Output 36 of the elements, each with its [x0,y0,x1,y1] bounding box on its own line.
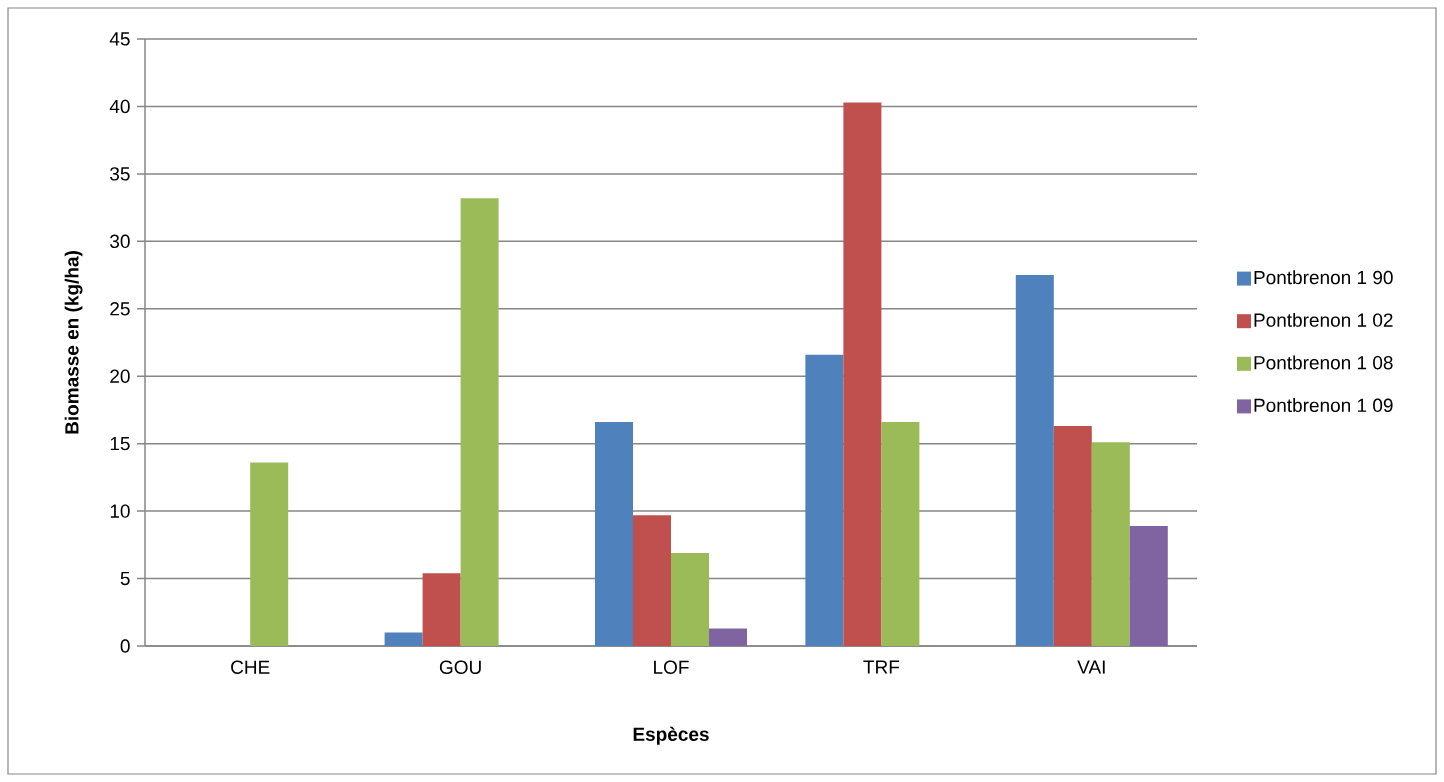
y-tick-label: 0 [120,639,130,653]
legend-label: Pontbrenon 1 02 [1254,312,1393,327]
legend-label: Pontbrenon 1 08 [1254,355,1393,370]
bar [422,573,461,646]
y-tick-label: 15 [110,437,130,451]
x-tick-label: CHE [231,660,270,674]
legend-label: Pontbrenon 1 09 [1254,398,1393,413]
bar [881,422,920,646]
bar [595,422,633,646]
x-tick-label: LOF [654,660,689,674]
bar [1091,442,1130,646]
legend-label: Pontbrenon 1 90 [1254,270,1393,285]
bar [843,102,882,646]
y-tick-label: 20 [110,369,130,383]
y-tick-label: 45 [109,32,130,46]
x-axis-title: Espèces [633,726,709,745]
y-tick-label: 35 [110,167,130,181]
y-tick-label: 25 [110,302,130,316]
bar [709,628,747,646]
y-tick-label: 5 [120,571,130,586]
x-tick-label: VAI [1077,660,1105,674]
bar [250,462,289,646]
y-tick-label: 10 [110,504,130,518]
bar [1015,275,1054,646]
x-tick-label: TRF [863,660,900,674]
bar [460,198,499,646]
bar [1129,525,1168,646]
bar [805,354,844,646]
bar [671,552,709,646]
y-tick-label: 30 [110,234,130,249]
y-tick-label: 40 [109,99,130,114]
bar [1053,426,1092,646]
y-axis-title: Biomasse en (kg/ha) [64,251,83,434]
bar [384,632,423,646]
x-tick-label: GOU [439,660,481,674]
bar [633,515,671,646]
